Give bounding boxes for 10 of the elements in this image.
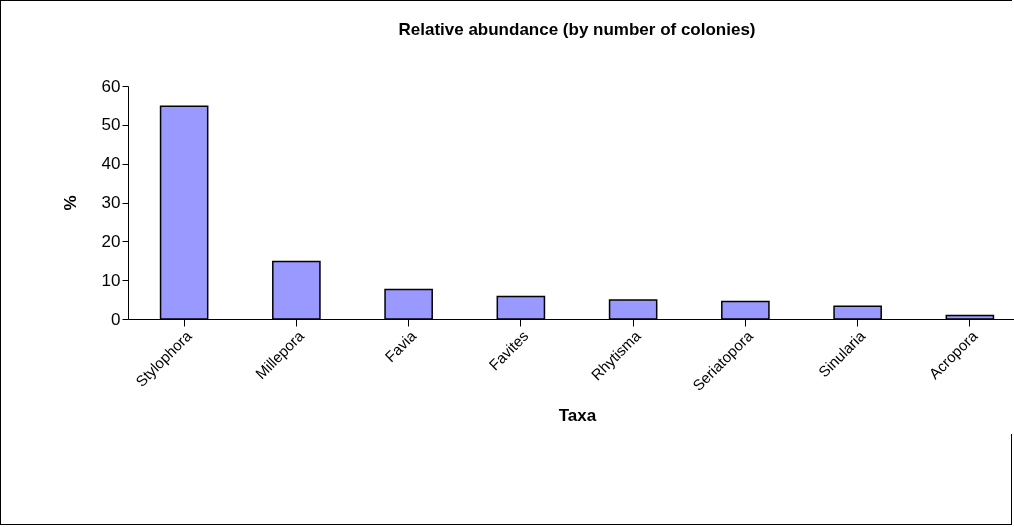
y-tick-label: 20 <box>101 231 121 251</box>
y-tick-label: 0 <box>111 309 121 329</box>
y-tick-label: 50 <box>101 115 121 135</box>
x-axis-title: Taxa <box>558 405 597 425</box>
y-tick-label: 10 <box>101 270 121 290</box>
y-tick-label: 30 <box>101 193 121 212</box>
chart-title: Relative abundance (by number of colonies) <box>398 20 756 39</box>
y-tick-label: 60 <box>101 76 121 96</box>
y-axis-title: % <box>60 195 80 211</box>
y-tick-label: 40 <box>101 154 121 174</box>
